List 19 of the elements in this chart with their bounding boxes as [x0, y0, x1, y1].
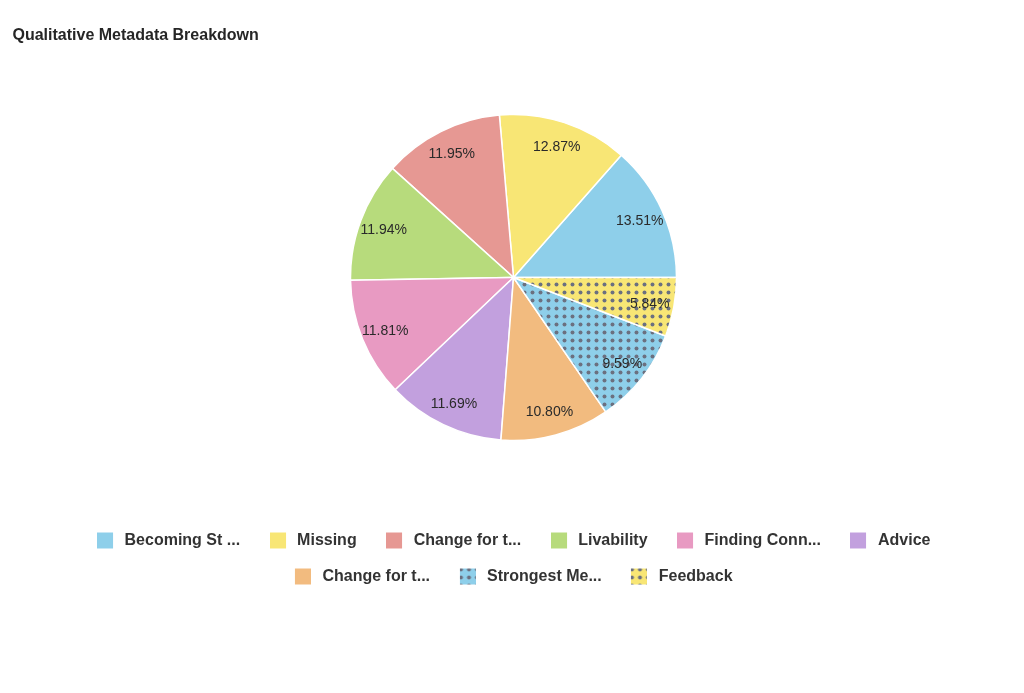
- data-label: 11.69%: [430, 394, 478, 411]
- legend-label: Change for t...: [322, 566, 431, 586]
- data-label: 11.94%: [360, 220, 407, 237]
- data-label: 9.59%: [602, 355, 643, 372]
- chart-title: Qualitative Metadata Breakdown: [12, 26, 259, 43]
- legend-label: Advice: [878, 530, 931, 550]
- legend-label: Becoming St ...: [124, 530, 241, 550]
- legend-label: Finding Conn...: [704, 530, 822, 550]
- legend-label: Feedback: [658, 566, 733, 586]
- data-label: 11.95%: [428, 145, 475, 162]
- data-label: 13.51%: [616, 212, 664, 229]
- data-label: 5.84%: [629, 294, 670, 311]
- data-label: 10.80%: [525, 403, 574, 420]
- data-label: 12.87%: [533, 137, 581, 154]
- legend-label: Missing: [297, 530, 357, 550]
- data-label: 11.81%: [362, 321, 409, 338]
- legend-label: Change for t...: [413, 530, 522, 550]
- legend-label: Strongest Me...: [487, 566, 602, 586]
- legend-label: Livability: [578, 530, 648, 550]
